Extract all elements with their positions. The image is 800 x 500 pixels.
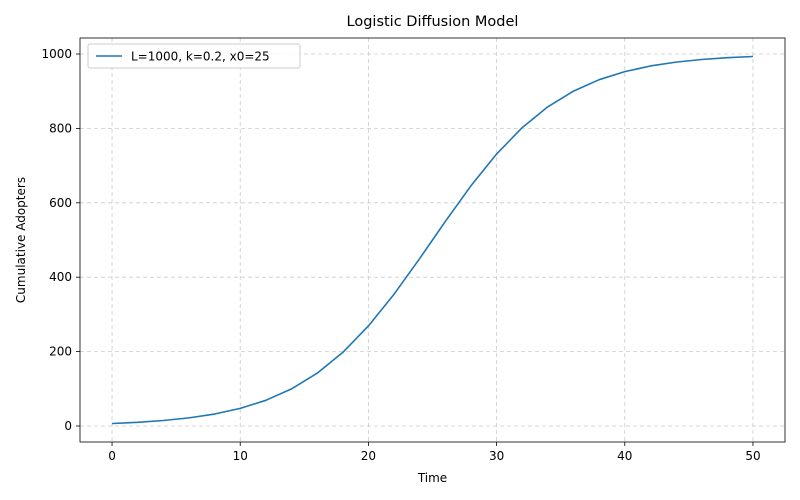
series-layer bbox=[112, 55, 753, 425]
y-tick-label: 0 bbox=[64, 419, 72, 433]
x-tick-label: 50 bbox=[745, 449, 760, 463]
x-tick-label: 0 bbox=[108, 449, 116, 463]
series-line bbox=[112, 55, 753, 425]
legend-entry-label: L=1000, k=0.2, x0=25 bbox=[131, 50, 270, 64]
y-tick-label: 200 bbox=[49, 345, 72, 359]
legend: L=1000, k=0.2, x0=25 bbox=[87, 43, 301, 69]
grid bbox=[80, 38, 785, 442]
x-axis-label: Time bbox=[417, 471, 447, 485]
y-tick-label: 600 bbox=[49, 196, 72, 210]
x-tick-label: 10 bbox=[233, 449, 248, 463]
y-tick-label: 800 bbox=[49, 121, 72, 135]
y-axis-label: Cumulative Adopters bbox=[14, 177, 28, 303]
x-tick-label: 40 bbox=[617, 449, 632, 463]
legend-box bbox=[87, 43, 301, 69]
chart-title: Logistic Diffusion Model bbox=[347, 14, 519, 30]
x-tick-label: 20 bbox=[361, 449, 376, 463]
y-axis-ticks: 0 200 400 600 800 1000 bbox=[41, 47, 80, 433]
plot-area-frame bbox=[79, 37, 786, 443]
y-tick-label: 1000 bbox=[41, 47, 72, 61]
x-axis-ticks: 0 10 20 30 40 50 bbox=[108, 442, 761, 463]
y-tick-label: 400 bbox=[49, 270, 72, 284]
x-tick-label: 30 bbox=[489, 449, 504, 463]
